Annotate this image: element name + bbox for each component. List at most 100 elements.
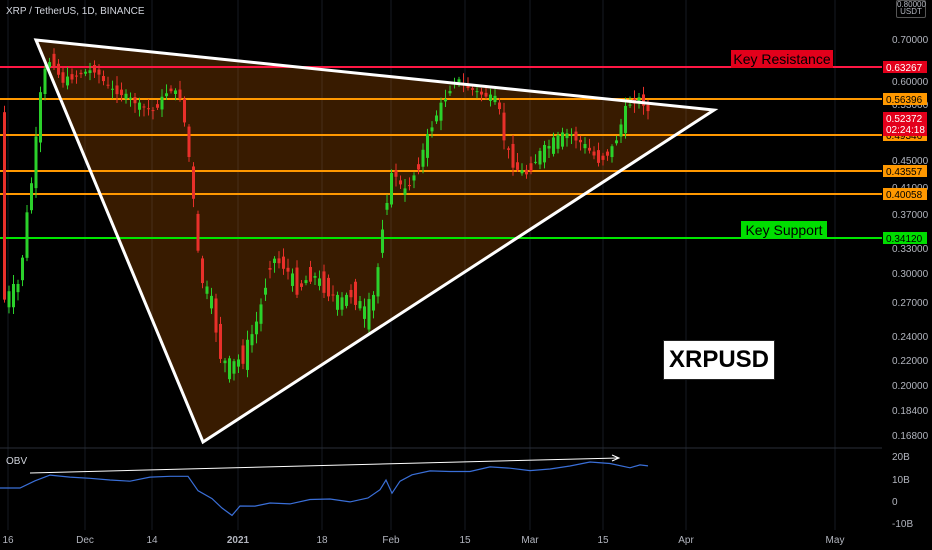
candle-body (124, 93, 128, 99)
candle-body (601, 155, 605, 160)
candle-body (417, 164, 420, 170)
candle-body (25, 212, 29, 258)
obv-tick-label: -10B (892, 519, 913, 530)
candle-body (327, 277, 330, 297)
candle-body (277, 258, 281, 264)
price-tick-label: 0.30000 (892, 269, 929, 280)
level-tag-label: 0.43557 (886, 167, 923, 178)
candle-body (498, 102, 501, 110)
candle-body (570, 134, 573, 136)
time-axis: 16 Dec 14 2021 18 Feb 15 Mar 15 Apr May (2, 535, 844, 546)
candle-body (75, 75, 78, 77)
candle-body (264, 287, 267, 295)
candle-body (304, 280, 308, 284)
candle-body (313, 276, 317, 278)
time-tick-label: 16 (2, 535, 14, 546)
candle-body (52, 53, 56, 67)
candle-body (408, 185, 411, 187)
candle-body (646, 104, 650, 112)
time-tick-label: 14 (146, 535, 158, 546)
candle-body (489, 94, 492, 101)
candle-body (165, 93, 168, 97)
candle-body (336, 294, 339, 310)
time-tick-label: Apr (678, 535, 694, 546)
candle-body (196, 213, 200, 251)
time-tick-label: 18 (316, 535, 328, 546)
price-tick-label: 0.37000 (892, 210, 929, 221)
candle-body (529, 163, 533, 172)
candle-body (205, 286, 209, 294)
currency-box[interactable]: 0.80000 USDT (896, 0, 926, 18)
level-tag-box (883, 188, 927, 200)
candle-body (259, 304, 263, 324)
time-tick-label: Mar (521, 535, 539, 546)
candle-body (556, 135, 560, 149)
key-resistance-label: Key Resistance (733, 51, 830, 67)
candle-body (385, 202, 389, 210)
candle-body (561, 132, 564, 147)
candle-body (511, 143, 515, 168)
candle-body (534, 161, 537, 163)
level-tag-label: 0.56396 (886, 95, 923, 106)
candle-body (3, 112, 6, 300)
candle-body (273, 258, 276, 263)
candle-body (39, 92, 42, 143)
candle-body (516, 162, 519, 170)
candle-body (300, 283, 303, 287)
level-tag-label: 0.40058 (886, 190, 923, 201)
candle-body (201, 258, 204, 284)
candle-body (133, 97, 137, 104)
candle-body (394, 170, 398, 177)
candle-body (97, 69, 101, 75)
candle-body (160, 96, 164, 110)
level-tag-box (883, 232, 927, 244)
candle-body (520, 170, 524, 174)
candle-body (241, 345, 245, 364)
candle-body (138, 102, 141, 110)
obv-tick-label: 20B (892, 452, 910, 463)
candle-body (111, 88, 114, 90)
candle-body (493, 95, 497, 103)
obv-pane (0, 454, 649, 517)
candle-body (579, 139, 582, 143)
candle-body (268, 268, 272, 270)
candle-body (34, 136, 38, 189)
candle-body (484, 92, 488, 97)
candle-body (318, 278, 321, 286)
candle-body (624, 105, 627, 134)
candle-body (628, 104, 632, 106)
candle-body (610, 146, 614, 158)
candle-body (588, 147, 591, 151)
candle-body (399, 180, 402, 185)
candle-body (246, 339, 249, 370)
time-tick-label: 15 (597, 535, 609, 546)
level-tag-box (883, 61, 927, 73)
candle-body (637, 97, 641, 104)
price-tick-label: 0.53000 (892, 100, 929, 111)
candle-body (403, 188, 407, 195)
candle-body (507, 148, 510, 150)
candle-body (147, 108, 150, 110)
candle-body (237, 359, 240, 367)
symbol-label: XRPUSD (668, 346, 770, 373)
candle-body (439, 102, 443, 121)
obv-trend-arrow (29, 457, 619, 474)
price-tick-label: 0.18400 (892, 406, 929, 417)
current-price-box (883, 112, 927, 136)
candle-body (340, 297, 344, 310)
candle-body (430, 127, 434, 132)
price-tick-label: 0.16800 (892, 431, 929, 442)
chart-header-pair[interactable]: XRP / TetherUS, 1D, BINANCE (6, 6, 145, 17)
time-tick-label: May (826, 535, 845, 546)
time-tick-label: Feb (382, 535, 400, 546)
candle-body (178, 89, 182, 99)
candle-body (286, 267, 290, 272)
price-tick-label: 0.24000 (892, 332, 929, 343)
candle-body (565, 133, 569, 139)
candle-body (115, 85, 119, 95)
symbol-label-box: XRPUSD (663, 340, 775, 380)
candle-body (642, 94, 645, 106)
candle-body (228, 358, 231, 380)
candle-body (367, 299, 371, 330)
